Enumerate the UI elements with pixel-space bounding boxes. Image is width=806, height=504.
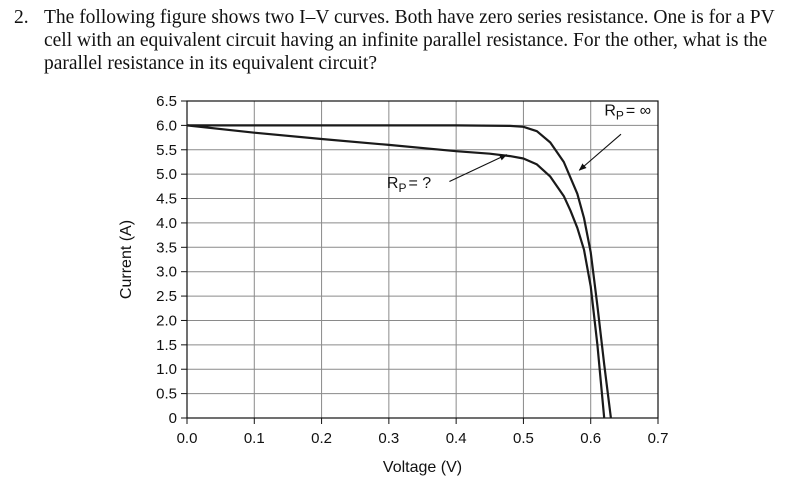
x-axis-title: Voltage (V) bbox=[383, 459, 462, 476]
annotation-suffix: = ∞ bbox=[626, 103, 651, 120]
x-tick-label: 0.4 bbox=[446, 430, 467, 447]
x-tick-label: 0.6 bbox=[580, 430, 601, 447]
y-tick-label: 5.5 bbox=[156, 142, 177, 159]
x-tick-label: 0.3 bbox=[378, 430, 399, 447]
annotations: RP = ∞RP = ? bbox=[387, 103, 651, 195]
annotation-sub: P bbox=[398, 181, 406, 195]
question-number: 2. bbox=[14, 7, 29, 28]
series-line-2 bbox=[186, 124, 606, 419]
x-tick-label: 0.1 bbox=[244, 430, 265, 447]
x-tick-label: 0.7 bbox=[648, 430, 669, 447]
series-line-1 bbox=[187, 124, 612, 419]
y-tick-label: 0 bbox=[169, 410, 177, 427]
annotation-main: R bbox=[604, 103, 616, 120]
annotation-arrow bbox=[578, 133, 622, 171]
annotation-arrow bbox=[449, 154, 508, 182]
y-tick-label: 3.5 bbox=[156, 239, 177, 256]
y-tick-label: 5.0 bbox=[156, 166, 177, 183]
annotation-main: R bbox=[387, 175, 399, 192]
annotation-sub: P bbox=[616, 109, 624, 123]
y-tick-label: 4.5 bbox=[156, 191, 177, 208]
y-tick-label: 1.5 bbox=[156, 337, 177, 354]
x-tick-label: 0.0 bbox=[177, 430, 198, 447]
x-tick-label: 0.5 bbox=[513, 430, 534, 447]
annotation-label: RP = ? bbox=[387, 175, 431, 195]
y-tick-label: 4.0 bbox=[156, 215, 177, 232]
axes: 0.0 0.1 0.2 0.3 0.4 0.5 0.6 0.7 0 0.5 1.0 1.5 2.0 2.5… bbox=[156, 93, 668, 447]
annotation-suffix: = ? bbox=[408, 175, 431, 192]
y-tick-label: 6.5 bbox=[156, 93, 177, 110]
y-tick-label: 2.0 bbox=[156, 312, 177, 329]
x-tick-label: 0.2 bbox=[311, 430, 332, 447]
y-tick-label: 6.0 bbox=[156, 117, 177, 134]
y-tick-label: 3.0 bbox=[156, 264, 177, 281]
series-group bbox=[186, 124, 612, 419]
grid-lines bbox=[187, 101, 658, 418]
y-tick-label: 0.5 bbox=[156, 386, 177, 403]
plot-frame bbox=[186, 100, 659, 419]
question-text: The following figure shows two I–V curve… bbox=[44, 7, 775, 74]
question-block: 2. The following figure shows two I–V cu… bbox=[14, 6, 794, 75]
y-tick-label: 1.0 bbox=[156, 361, 177, 378]
y-axis-title: Current (A) bbox=[118, 220, 135, 299]
y-tick-label: 2.5 bbox=[156, 288, 177, 305]
annotation-label: RP = ∞ bbox=[604, 103, 651, 123]
